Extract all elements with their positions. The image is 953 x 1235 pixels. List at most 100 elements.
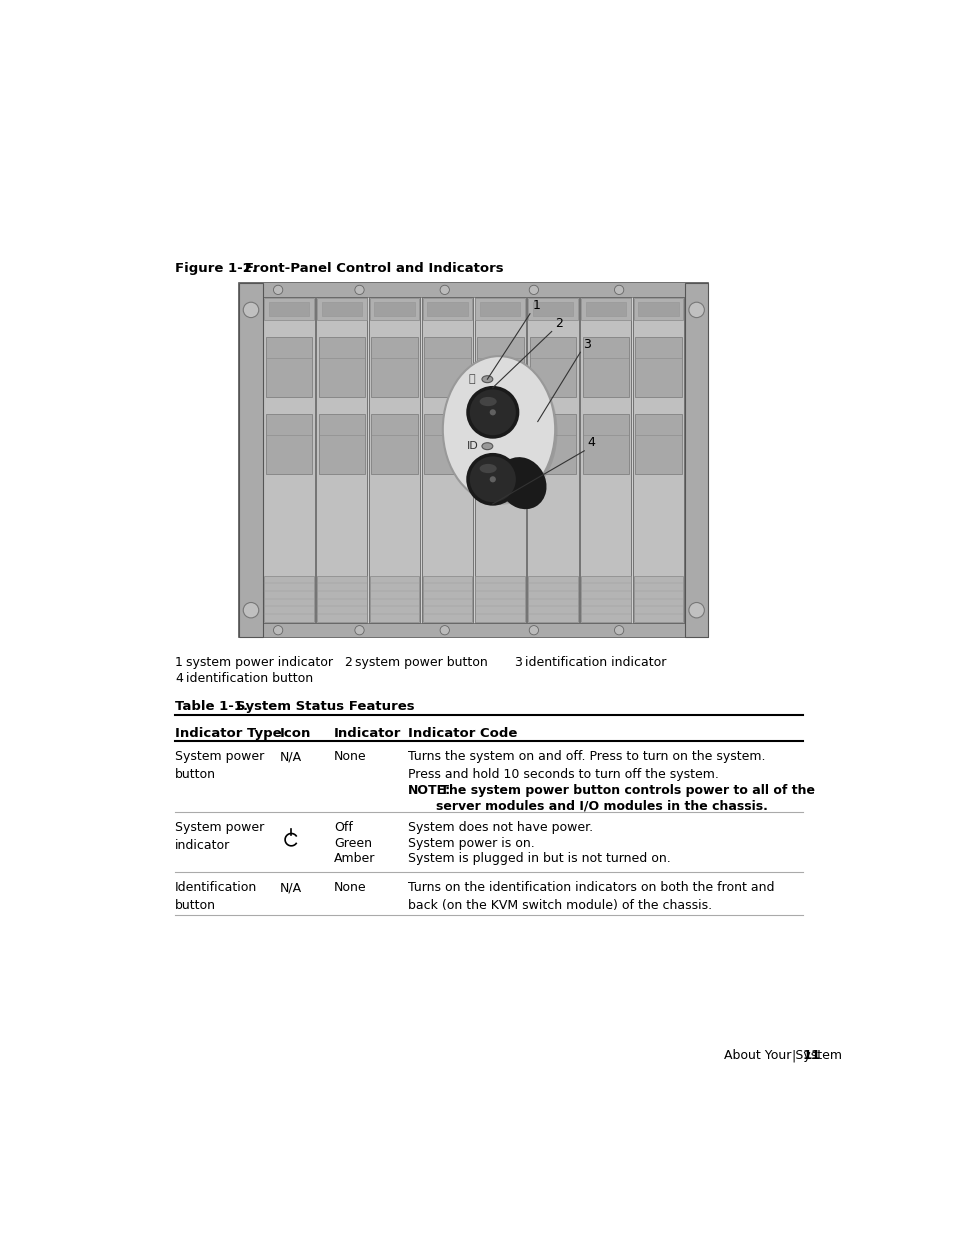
Bar [635,337,681,396]
Circle shape [529,285,537,294]
Text: Green: Green [334,836,372,850]
Text: 11: 11 [802,1050,821,1062]
Bar [239,624,707,637]
Text: About Your System: About Your System [723,1050,841,1062]
Ellipse shape [481,442,493,450]
Ellipse shape [479,464,497,473]
Bar [474,296,525,624]
Bar [321,303,361,316]
Text: identification button: identification button [186,672,313,684]
Text: System is plugged in but is not turned on.: System is plugged in but is not turned o… [407,852,670,864]
Text: Front-Panel Control and Indicators: Front-Panel Control and Indicators [231,262,503,275]
Circle shape [243,603,258,618]
Bar [582,337,628,396]
Text: N/A: N/A [279,751,301,763]
Bar [529,414,576,474]
Bar [269,303,309,316]
Bar [427,303,467,316]
Bar [316,299,366,320]
Bar [264,576,314,621]
Circle shape [243,303,258,317]
Bar [374,303,415,316]
Text: Icon: Icon [279,727,311,740]
Bar [264,299,314,320]
Text: Table 1-1.: Table 1-1. [174,699,248,713]
Bar [684,283,707,637]
Text: System power
indicator: System power indicator [174,821,264,852]
Text: 3: 3 [514,656,522,669]
Bar [424,414,470,474]
Text: 4: 4 [587,436,595,450]
Ellipse shape [481,375,493,383]
Bar [632,296,683,624]
Bar [239,283,707,296]
Circle shape [439,626,449,635]
Bar [476,337,523,396]
Text: Indicator Type: Indicator Type [174,727,281,740]
Text: identification indicator: identification indicator [525,656,666,669]
Text: 2: 2 [555,317,562,330]
Circle shape [274,285,282,294]
Text: Off: Off [334,821,353,834]
Bar [476,414,523,474]
Bar [580,299,630,320]
Text: Figure 1-2.: Figure 1-2. [174,262,256,275]
Bar [529,337,576,396]
Ellipse shape [479,396,497,406]
Bar [533,303,573,316]
Bar [582,414,628,474]
Circle shape [468,388,517,437]
Bar [263,296,314,624]
Text: 2: 2 [344,656,352,669]
Bar [422,576,472,621]
Text: Turns the system on and off. Press to turn on the system.
Press and hold 10 seco: Turns the system on and off. Press to tu… [407,751,764,782]
Bar [422,299,472,320]
Circle shape [614,285,623,294]
Text: Indicator: Indicator [334,727,401,740]
Bar [475,299,524,320]
Bar [239,283,707,637]
Bar [318,414,365,474]
Circle shape [489,477,496,483]
Bar [371,337,417,396]
Text: ⏻: ⏻ [468,374,475,384]
Text: system power button: system power button [355,656,487,669]
Text: 3: 3 [583,337,591,351]
Text: |: | [791,1050,795,1062]
Bar [479,303,520,316]
Bar [528,299,578,320]
Bar [475,576,524,621]
Bar [371,414,417,474]
Text: N/A: N/A [279,882,301,894]
Circle shape [688,303,703,317]
Text: Indicator Code: Indicator Code [407,727,517,740]
Ellipse shape [442,356,555,503]
Text: System Status Features: System Status Features [221,699,414,713]
Bar [370,576,419,621]
Circle shape [468,454,517,504]
Bar [318,337,365,396]
Circle shape [614,626,623,635]
Text: System does not have power.: System does not have power. [407,821,592,834]
Circle shape [489,409,496,415]
Bar [266,337,312,396]
Circle shape [688,603,703,618]
Text: None: None [334,751,366,763]
Bar [239,283,262,637]
Bar [369,296,420,624]
Text: None: None [334,882,366,894]
Bar [585,303,625,316]
Bar [633,576,682,621]
Circle shape [439,285,449,294]
Text: system power indicator: system power indicator [186,656,333,669]
Text: System power
button: System power button [174,751,264,782]
Bar [316,576,366,621]
Bar [638,303,679,316]
Text: Amber: Amber [334,852,375,864]
Text: Turns on the identification indicators on both the front and
back (on the KVM sw: Turns on the identification indicators o… [407,882,773,913]
Bar [580,576,630,621]
Text: Identification
button: Identification button [174,882,257,913]
Text: ID: ID [466,441,477,451]
Circle shape [355,626,364,635]
Bar [266,414,312,474]
